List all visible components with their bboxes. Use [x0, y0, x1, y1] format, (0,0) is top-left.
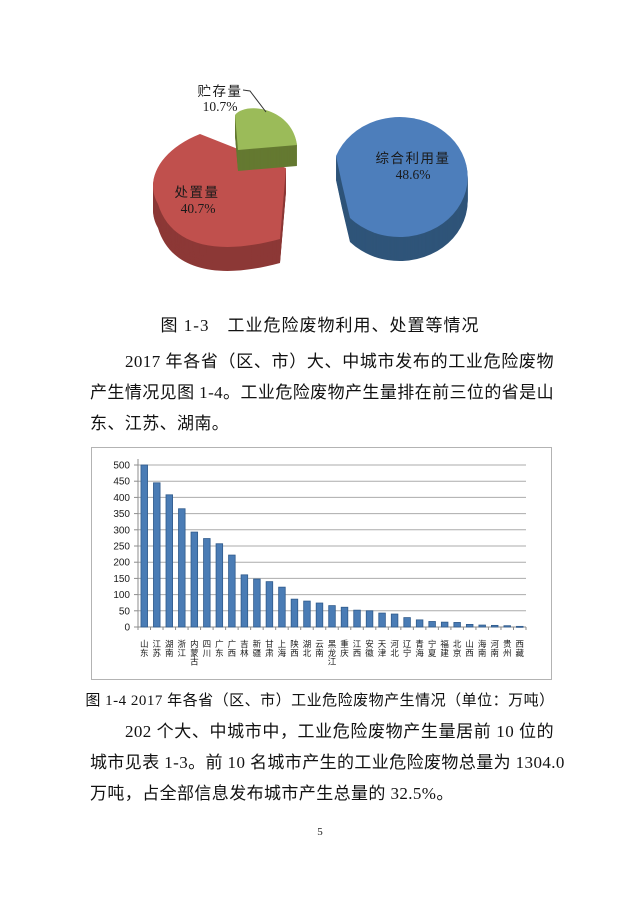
y-tick-label: 0 [124, 623, 130, 634]
x-category-label: 山东 [140, 639, 149, 658]
bar-chart-figure-1-4: 0 50 100 150 200 250 300 350 400 450 500 山东江苏湖南浙江内蒙… [113, 459, 527, 667]
bar [516, 625, 524, 628]
figure-1-3-caption: 图 1-3 工业危险废物利用、处置等情况 [160, 316, 480, 335]
x-category-label: 江苏 [153, 639, 162, 658]
bar [253, 578, 261, 628]
bar [453, 622, 461, 628]
paragraph-1-line-2: 产生情况见图 1-4。工业危险废物产生量排在前三位的省是山 [90, 383, 554, 402]
x-category-label: 西藏 [515, 639, 524, 658]
x-category-label: 福建 [440, 639, 449, 658]
bar [140, 464, 148, 628]
bar [165, 494, 173, 628]
y-tick-label: 500 [113, 461, 130, 472]
pie-value-disposal: 40.7% [181, 201, 216, 216]
bar [491, 624, 499, 628]
y-tick-label: 150 [113, 574, 130, 585]
bar [328, 605, 336, 628]
bar [215, 543, 224, 628]
x-category-label: 浙江 [178, 639, 187, 658]
pie-label-storage: 贮存量 [198, 84, 243, 99]
paragraph-2-line-1: 202 个大、中城市中，工业危险废物产生量居前 10 位的 [125, 722, 554, 741]
x-category-label: 甘肃 [265, 639, 274, 658]
page-number: 5 [317, 826, 323, 838]
bar [440, 621, 449, 628]
x-category-label: 辽宁 [403, 639, 412, 658]
y-tick-label: 100 [113, 590, 130, 601]
x-category-label: 湖北 [303, 639, 312, 658]
x-category-label: 海南 [478, 639, 487, 658]
pie-chart-figure-1-3: 贮存量 10.7% 处置量 40.7% 综合利用量 48.6% [153, 84, 468, 271]
y-tick-label: 250 [113, 542, 130, 553]
bar [153, 482, 161, 628]
x-category-label: 陕西 [290, 639, 299, 658]
bar [503, 625, 511, 628]
x-category-label: 四川 [203, 639, 212, 658]
x-category-label: 青海 [415, 639, 424, 658]
y-tick-label: 450 [113, 477, 130, 488]
y-tick-label: 350 [113, 509, 130, 520]
x-category-label: 上海 [278, 639, 287, 658]
y-tick-label: 400 [113, 493, 130, 504]
x-category-label: 内蒙古 [190, 639, 199, 667]
bar [365, 610, 374, 628]
pie-label-utilization: 综合利用量 [376, 151, 451, 166]
x-category-label: 贵州 [503, 639, 512, 658]
x-category-label: 江西 [353, 639, 362, 658]
bar [378, 612, 386, 628]
bar [478, 624, 486, 628]
bar [190, 531, 199, 628]
bar [415, 619, 424, 628]
x-category-label: 广东 [215, 639, 224, 658]
bar [340, 606, 349, 628]
y-tick-label: 300 [113, 525, 130, 536]
bar [278, 586, 286, 628]
leader-line [242, 89, 267, 113]
x-category-label: 湖南 [165, 639, 174, 658]
pie-value-utilization: 48.6% [396, 167, 431, 182]
bar [390, 613, 399, 628]
paragraph-2: 202 个大、中城市中，工业危险废物产生量居前 10 位的 城市见表 1-3。前… [90, 716, 565, 809]
bar [228, 554, 236, 628]
paragraph-2-line-2: 城市见表 1-3。前 10 名城市产生的工业危险废物总量为 1304.0 [90, 753, 565, 772]
x-category-label: 黑龙江 [328, 639, 337, 667]
bar [203, 538, 211, 628]
x-category-label: 天津 [378, 639, 387, 658]
bar-chart-frame: 0 50 100 150 200 250 300 350 400 450 500 山东 江苏 湖南 浙江 内蒙… [91, 447, 552, 680]
pie-slice-storage-top [235, 108, 297, 150]
x-category-label: 宁夏 [428, 639, 437, 658]
x-category-label: 山西 [465, 639, 474, 658]
bar [465, 624, 474, 628]
x-category-label: 云南 [315, 639, 324, 658]
paragraph-1: 2017 年各省（区、市）大、中城市发布的工业危险废物 产生情况见图 1-4。工… [90, 346, 554, 439]
y-tick-label: 200 [113, 558, 130, 569]
bar [290, 598, 299, 628]
paragraph-1-line-1: 2017 年各省（区、市）大、中城市发布的工业危险废物 [125, 352, 554, 371]
bar [353, 609, 361, 628]
bar [265, 581, 274, 628]
bar [178, 508, 186, 628]
pie-label-disposal: 处置量 [175, 185, 220, 200]
figure-1-4-caption: 图 1-4 2017 年各省（区、市）工业危险废物产生情况（单位：万吨） [85, 693, 555, 709]
x-category-label: 重庆 [340, 639, 349, 658]
x-category-label: 河北 [390, 639, 399, 658]
x-category-label: 北京 [453, 639, 462, 658]
x-category-label: 广西 [228, 639, 237, 658]
y-tick-label: 50 [119, 606, 131, 617]
x-category-label: 新疆 [253, 639, 262, 658]
x-category-label: 安徽 [365, 639, 374, 658]
bar [240, 574, 249, 628]
bar [403, 617, 411, 628]
bar [303, 600, 311, 628]
bar [428, 621, 436, 628]
x-category-label: 吉林 [240, 639, 249, 658]
x-category-label: 河南 [490, 639, 499, 658]
paragraph-1-line-3: 东、江苏、湖南。 [90, 414, 230, 433]
pie-value-storage: 10.7% [203, 99, 238, 114]
bar [315, 602, 324, 628]
paragraph-2-line-3: 万吨，占全部信息发布城市产生总量的 32.5%。 [90, 784, 454, 803]
